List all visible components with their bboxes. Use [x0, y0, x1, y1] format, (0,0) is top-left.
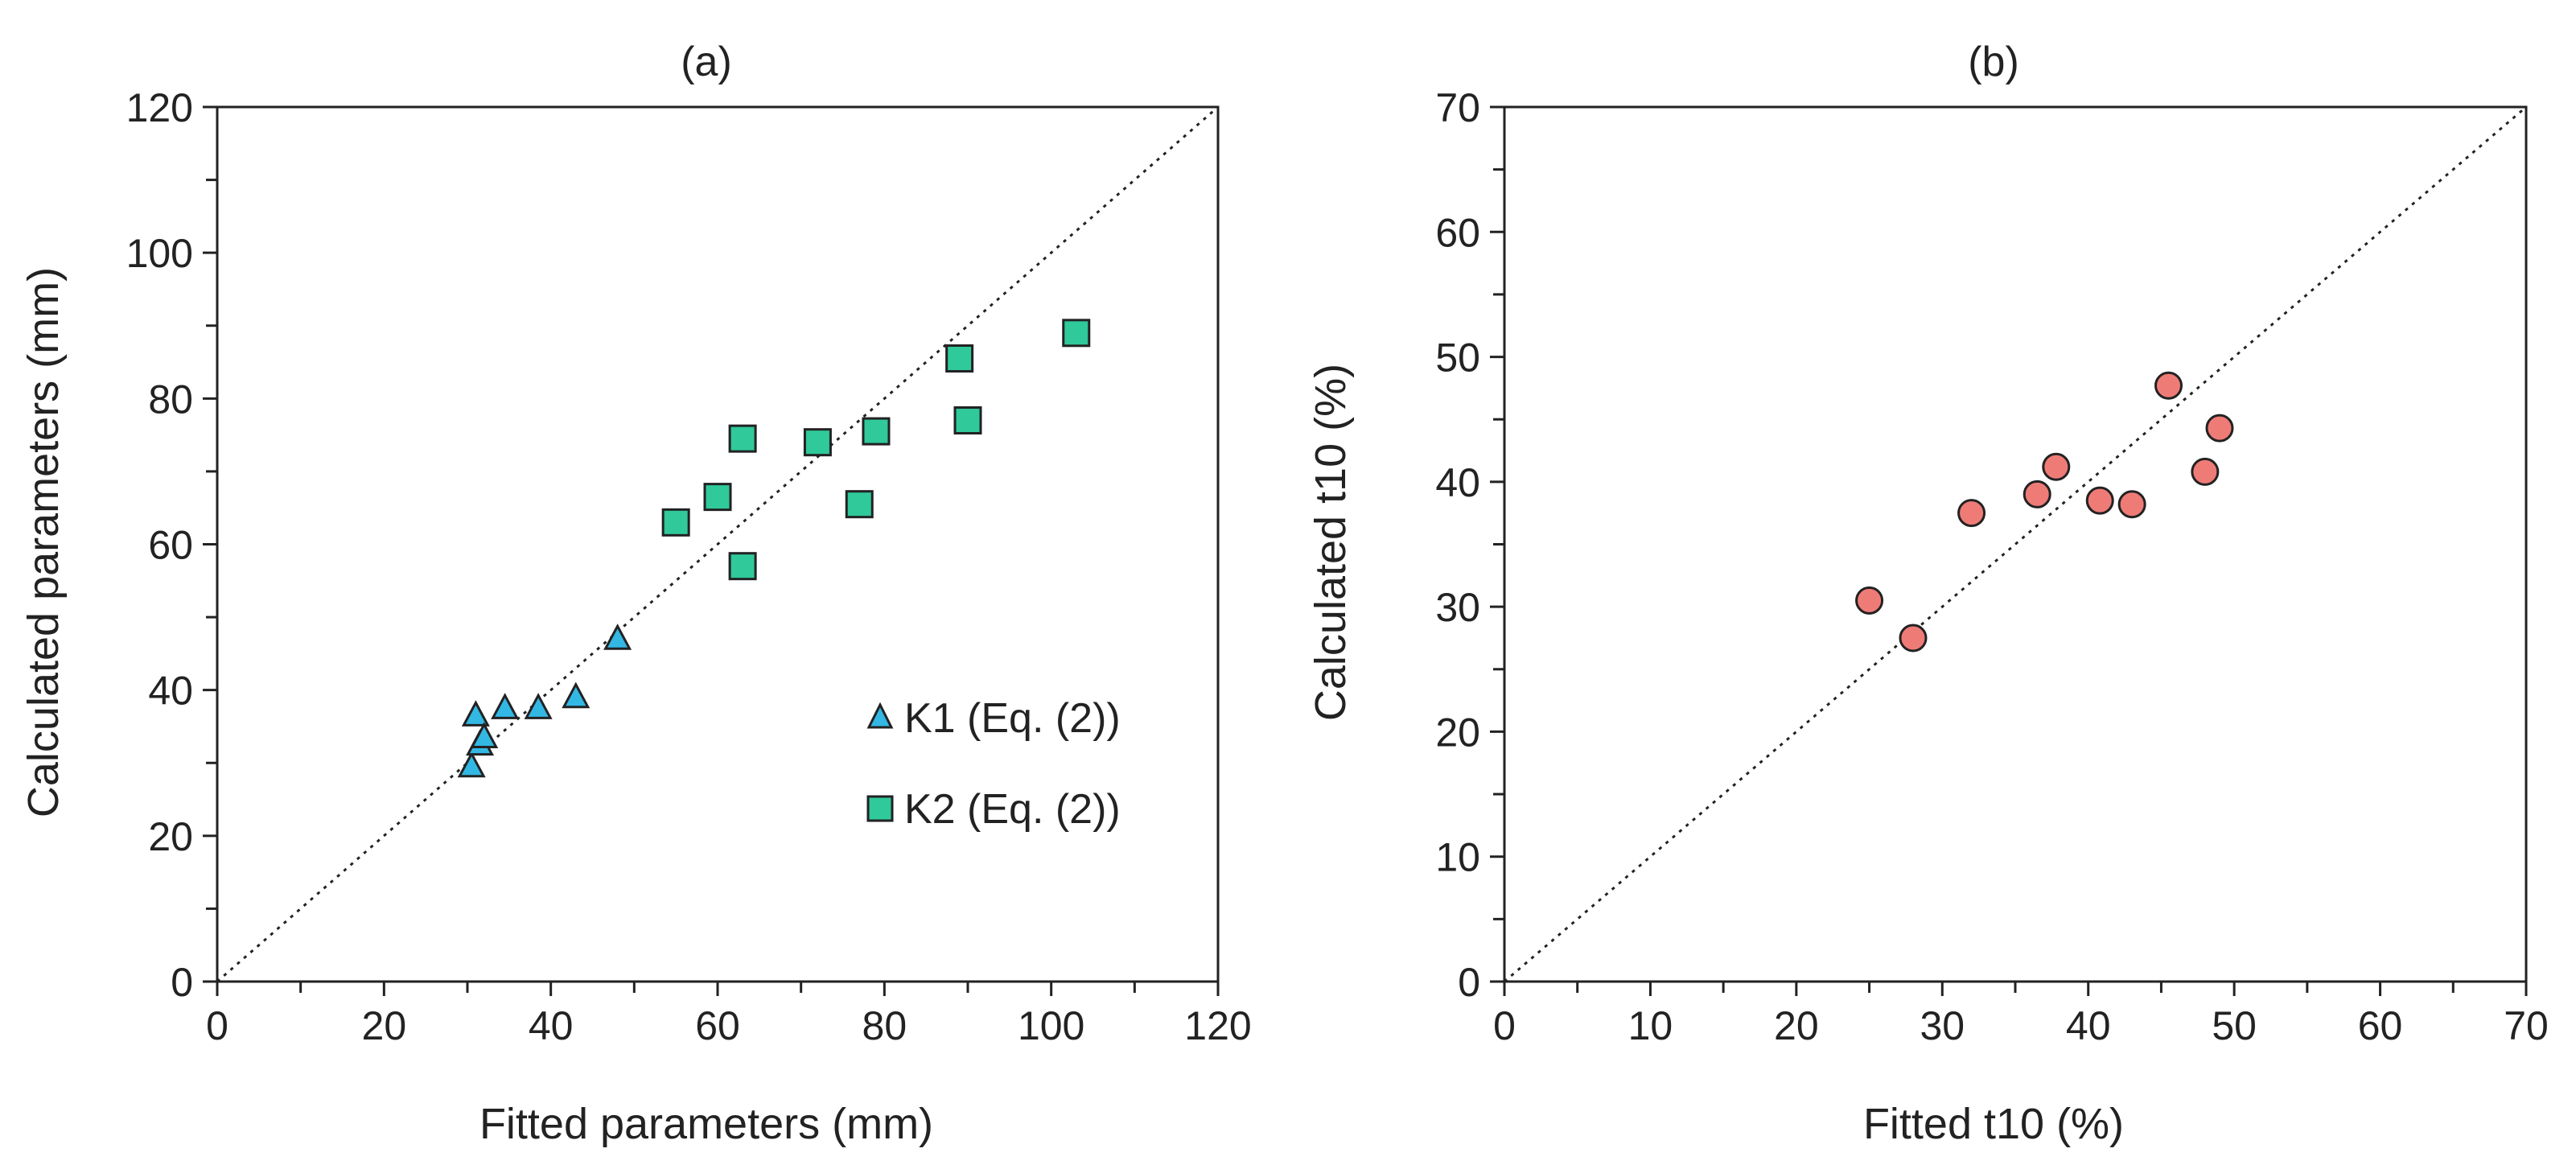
panel-a-one-to-one-line	[216, 105, 1219, 983]
panel-b-y-tick-label: 30	[1435, 585, 1480, 630]
panel-a-point-k2	[728, 552, 757, 581]
panel-b-y-axis-title: Calculated t10 (%)	[1307, 364, 1355, 721]
panel-b-x-axis-title: Fitted t10 (%)	[1863, 1100, 2124, 1148]
panel-a-point-k1	[470, 722, 499, 749]
panel-b-one-to-one-line	[1504, 105, 2527, 983]
panel-b-plot-frame	[1503, 105, 2528, 983]
panel-b-x-tick-label: 20	[1774, 1003, 1819, 1048]
panel-a-x-tick-label: 120	[1184, 1003, 1251, 1048]
panel-a-point-k2	[845, 490, 874, 519]
panel-a-x-tick-label: 100	[1018, 1003, 1084, 1048]
panel-b-point-t10	[1899, 624, 1928, 652]
panel-b-x-tick-label: 30	[1920, 1003, 1965, 1048]
panel-a: 0 20 40 60 80 100 120 0 20 40 60 80 100 120 (a) Fitte…	[19, 39, 1252, 1148]
panel-a-point-k1	[524, 693, 553, 719]
panel-b-y-tick-label: 20	[1435, 710, 1480, 755]
panel-b-point-t10	[2023, 480, 2051, 508]
legend-k2-square-icon	[866, 795, 894, 822]
panel-b-point-t10	[2191, 457, 2220, 486]
panel-a-point-k1	[603, 624, 632, 650]
legend-item-k1: K1 (Eq. (2))	[866, 695, 1121, 742]
panel-b-y-tick-label: 40	[1435, 460, 1480, 505]
panel-b-x-tick-label: 70	[2504, 1003, 2549, 1048]
panel-b-x-tick-label: 60	[2358, 1003, 2403, 1048]
legend-k2-label: K2 (Eq. (2))	[904, 786, 1121, 833]
panel-a-point-k2	[953, 406, 982, 435]
panel-b-x-tick-label: 50	[2212, 1003, 2257, 1048]
legend-k1-triangle-icon	[866, 702, 894, 729]
panel-b-title: (b)	[1968, 39, 2019, 85]
panel-a-point-k2	[703, 483, 732, 512]
panel-a-legend: K1 (Eq. (2)) K2 (Eq. (2))	[866, 695, 1121, 833]
panel-a-plot-frame	[216, 105, 1220, 983]
panel-a-point-k2	[1062, 319, 1091, 348]
panel-a-point-k2	[803, 428, 832, 457]
panel-a-x-tick-label: 40	[529, 1003, 574, 1048]
panel-a-y-tick-label: 0	[171, 960, 193, 1005]
panel-a-y-tick-label: 100	[126, 231, 193, 276]
panel-a-x-tick-label: 80	[862, 1003, 907, 1048]
panel-a-x-tick-label: 0	[206, 1003, 228, 1048]
panel-a-y-tick-label: 80	[148, 377, 193, 422]
panel-a-points	[216, 105, 1219, 983]
panel-a-point-k1	[562, 681, 591, 709]
legend-item-k2: K2 (Eq. (2))	[866, 786, 1121, 833]
panel-a-point-k2	[661, 508, 690, 537]
panel-b-y-tick-label: 10	[1435, 835, 1480, 880]
panel-b-x-tick-label: 0	[1493, 1003, 1516, 1048]
panel-b-point-t10	[1957, 499, 1986, 528]
panel-a-point-k2	[862, 417, 891, 446]
panel-a-x-axis-title: Fitted parameters (mm)	[479, 1100, 933, 1148]
panel-a-x-tick-label: 60	[695, 1003, 740, 1048]
panel-a-x-tick-label: 20	[362, 1003, 407, 1048]
panel-a-point-k1	[457, 751, 486, 778]
panel-b-y-tick-label: 0	[1458, 960, 1480, 1005]
panel-b-point-t10	[2154, 371, 2183, 400]
panel-a-title: (a)	[681, 39, 732, 85]
panel-b-point-t10	[2117, 490, 2146, 519]
panel-a-y-tick-label: 120	[126, 85, 193, 130]
panel-a-y-tick-label: 60	[148, 523, 193, 568]
panel-a-ticks: 0 20 40 60 80 100 120 0 20 40 60 80 100 120	[126, 85, 1252, 1048]
panel-b: 0 10 20 30 40 50 60 70 0 10 20 30 40 50 60 70 (b) Fitte…	[1307, 39, 2549, 1148]
panel-a-point-k2	[945, 344, 974, 373]
panel-b-x-tick-label: 10	[1628, 1003, 1673, 1048]
panel-a-point-k2	[728, 424, 757, 453]
panel-b-y-tick-label: 50	[1435, 336, 1480, 381]
panel-b-point-t10	[2205, 414, 2234, 443]
legend-k1-label: K1 (Eq. (2))	[904, 695, 1121, 742]
panel-b-ticks: 0 10 20 30 40 50 60 70 0 10 20 30 40 50 60 70	[1435, 85, 2548, 1048]
panel-b-points	[1504, 105, 2527, 983]
panel-b-point-t10	[1855, 586, 1884, 615]
panel-a-y-tick-label: 40	[148, 669, 193, 714]
panel-a-y-axis-title: Calculated parameters (mm)	[19, 267, 68, 817]
panel-b-x-tick-label: 40	[2066, 1003, 2111, 1048]
panel-a-point-k1	[461, 700, 490, 727]
panel-a-point-k1	[491, 693, 520, 719]
panel-b-y-tick-label: 60	[1435, 210, 1480, 255]
panel-a-y-tick-label: 20	[148, 814, 193, 859]
panel-b-point-t10	[2042, 452, 2071, 481]
panel-b-point-t10	[2085, 486, 2114, 515]
panel-b-y-tick-label: 70	[1435, 85, 1480, 130]
